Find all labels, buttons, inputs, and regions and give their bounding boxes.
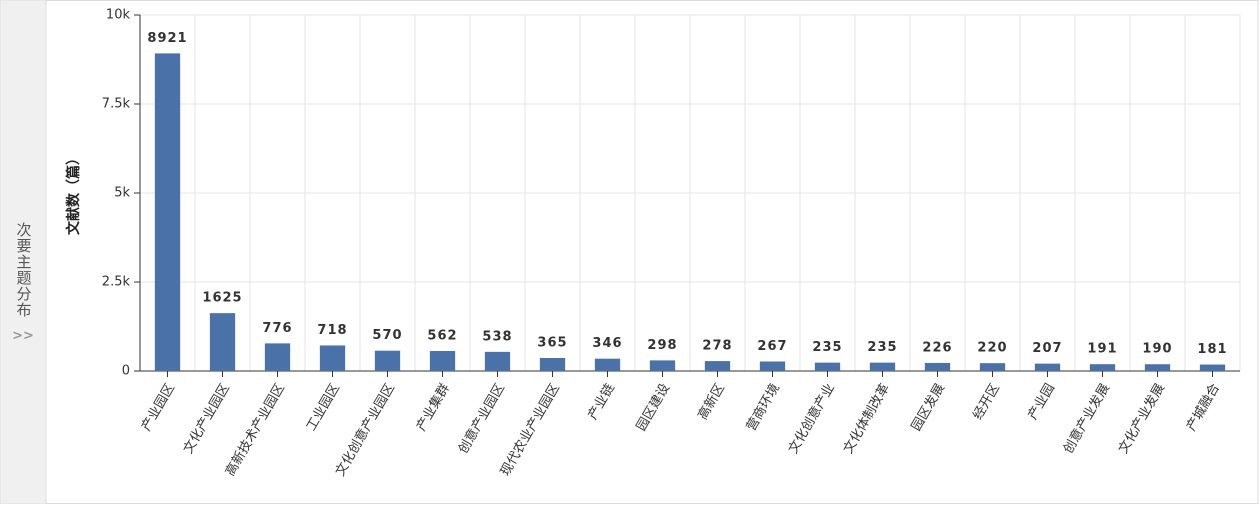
value-label: 346 <box>592 336 622 351</box>
bar <box>539 358 566 371</box>
bar <box>1089 364 1116 371</box>
bar <box>869 362 896 371</box>
value-label: 8921 <box>147 31 187 46</box>
x-tick-label: 高新技术产业园区 <box>222 381 288 479</box>
bar <box>484 351 511 371</box>
bar <box>924 362 951 371</box>
y-tick-label: 10k <box>106 8 131 23</box>
bar <box>704 361 731 371</box>
value-label: 365 <box>537 336 567 351</box>
value-label: 298 <box>647 338 677 353</box>
y-tick-label: 7.5k <box>102 97 131 112</box>
value-label: 220 <box>977 341 1007 356</box>
bar <box>209 313 236 371</box>
value-label: 278 <box>702 339 732 354</box>
x-tick-label: 营商环境 <box>744 381 783 434</box>
x-tick-label: 创意产业发展 <box>1060 381 1113 457</box>
x-tick-label: 产业链 <box>585 381 617 422</box>
value-label: 776 <box>262 321 292 336</box>
x-tick-label: 文化产业园区 <box>181 381 233 456</box>
bar <box>374 350 401 371</box>
y-tick-label: 2.5k <box>102 275 131 290</box>
value-label: 1625 <box>202 291 242 306</box>
y-tick-label: 5k <box>114 186 130 201</box>
x-tick-label: 工业园区 <box>304 381 343 434</box>
x-tick-label: 产城融合 <box>1184 381 1223 434</box>
x-tick-label: 文化体制改革 <box>841 381 893 456</box>
x-tick-label: 经开区 <box>970 381 1002 422</box>
value-label: 181 <box>1197 342 1227 357</box>
bar <box>319 345 346 371</box>
value-label: 190 <box>1142 342 1172 357</box>
value-label: 207 <box>1032 341 1062 356</box>
x-tick-label: 创意产业园区 <box>455 381 508 457</box>
value-label: 570 <box>372 328 402 343</box>
x-tick-label: 产业园区 <box>139 381 178 434</box>
value-label: 267 <box>757 339 787 354</box>
value-label: 718 <box>317 323 347 338</box>
y-axis-label: 文献数（篇） <box>65 151 82 235</box>
value-label: 538 <box>482 329 512 344</box>
x-tick-label: 文化创意产业园区 <box>332 381 398 479</box>
x-tick-label: 园区发展 <box>908 381 948 434</box>
value-label: 226 <box>922 340 952 355</box>
x-tick-label: 文化产业发展 <box>1115 381 1168 457</box>
x-tick-label: 现代农业产业园区 <box>498 381 563 479</box>
x-tick-label: 文化创意产业 <box>785 381 838 457</box>
x-tick-label: 产业集群 <box>413 381 453 434</box>
x-tick-label: 园区建设 <box>634 381 673 434</box>
bar <box>814 362 841 371</box>
bar <box>759 361 786 371</box>
bar <box>1144 364 1171 371</box>
value-label: 235 <box>812 340 842 355</box>
bar <box>429 350 456 371</box>
sidebar-toggle[interactable]: >> <box>12 329 34 344</box>
sidebar-title[interactable]: 次要主题分布 <box>15 222 33 318</box>
value-label: 562 <box>427 328 457 343</box>
value-label: 235 <box>867 340 897 355</box>
bar <box>594 358 621 371</box>
sidebar[interactable] <box>0 0 47 505</box>
bar <box>649 360 676 371</box>
bar <box>1034 363 1061 371</box>
bar <box>154 53 181 371</box>
x-tick-label: 产业园 <box>1025 381 1057 422</box>
value-label: 191 <box>1087 342 1117 357</box>
x-tick-label: 高新区 <box>695 381 728 423</box>
bar <box>1199 364 1226 371</box>
bar <box>264 343 291 371</box>
y-tick-label: 0 <box>122 364 130 379</box>
bar <box>979 363 1006 371</box>
